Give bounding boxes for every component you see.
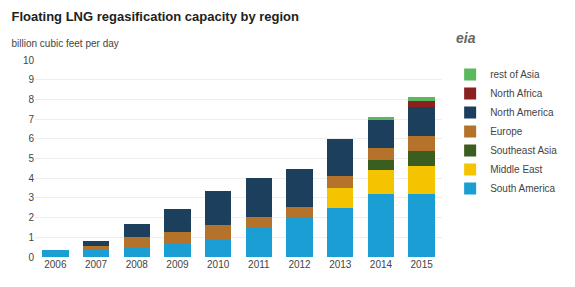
svg-text:2011: 2011 — [248, 259, 270, 270]
svg-text:1: 1 — [28, 232, 34, 243]
svg-text:Middle East: Middle East — [490, 164, 542, 175]
svg-text:2006: 2006 — [44, 259, 67, 270]
svg-text:North America: North America — [490, 107, 554, 118]
svg-text:2007: 2007 — [85, 259, 108, 270]
svg-text:2: 2 — [28, 212, 34, 223]
svg-text:7: 7 — [28, 114, 34, 125]
svg-text:billion cubic feet per day: billion cubic feet per day — [12, 38, 119, 49]
svg-text:2014: 2014 — [370, 259, 393, 270]
svg-text:Europe: Europe — [490, 126, 523, 137]
svg-text:6: 6 — [28, 133, 34, 144]
svg-text:3: 3 — [28, 192, 34, 203]
svg-text:eia: eia — [456, 30, 476, 46]
svg-text:10: 10 — [23, 55, 35, 66]
svg-text:North Africa: North Africa — [490, 88, 543, 99]
svg-text:2009: 2009 — [166, 259, 189, 270]
svg-text:2012: 2012 — [288, 259, 311, 270]
svg-text:2008: 2008 — [126, 259, 149, 270]
svg-text:2015: 2015 — [411, 259, 434, 270]
svg-text:South America: South America — [490, 183, 555, 194]
svg-text:4: 4 — [28, 173, 34, 184]
svg-text:rest of Asia: rest of Asia — [490, 69, 540, 80]
svg-text:2010: 2010 — [207, 259, 230, 270]
svg-text:9: 9 — [28, 74, 34, 85]
svg-text:2013: 2013 — [329, 259, 352, 270]
svg-text:8: 8 — [28, 94, 34, 105]
svg-text:Floating LNG regasification ca: Floating LNG regasification capacity by … — [12, 9, 300, 24]
svg-text:Southeast Asia: Southeast Asia — [490, 145, 557, 156]
svg-text:5: 5 — [28, 153, 34, 164]
svg-text:0: 0 — [28, 252, 34, 263]
